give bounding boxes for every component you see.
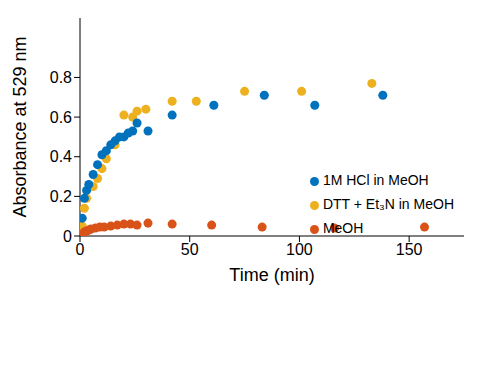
svg-text:0.6: 0.6 — [50, 109, 72, 126]
svg-text:0: 0 — [63, 228, 72, 245]
html-text:MeOH: MeOH — [322, 220, 364, 236]
svg-text:0.2: 0.2 — [50, 188, 72, 205]
svg-text:Absorbance at 529 nm: Absorbance at 529 nm — [10, 36, 30, 217]
svg-text:100: 100 — [286, 241, 313, 258]
svg-text:50: 50 — [181, 241, 199, 258]
svg-text:Time (min): Time (min) — [229, 265, 314, 285]
svg-text:0: 0 — [76, 241, 85, 258]
svg-text:0.4: 0.4 — [50, 148, 72, 165]
svg-text:0.8: 0.8 — [50, 69, 72, 86]
html-text:DTT + Et₃N in MeOH: DTT + Et₃N in MeOH — [322, 196, 454, 212]
svg-text:150: 150 — [396, 241, 423, 258]
html-text:1M HCl in MeOH: 1M HCl in MeOH — [322, 172, 429, 188]
